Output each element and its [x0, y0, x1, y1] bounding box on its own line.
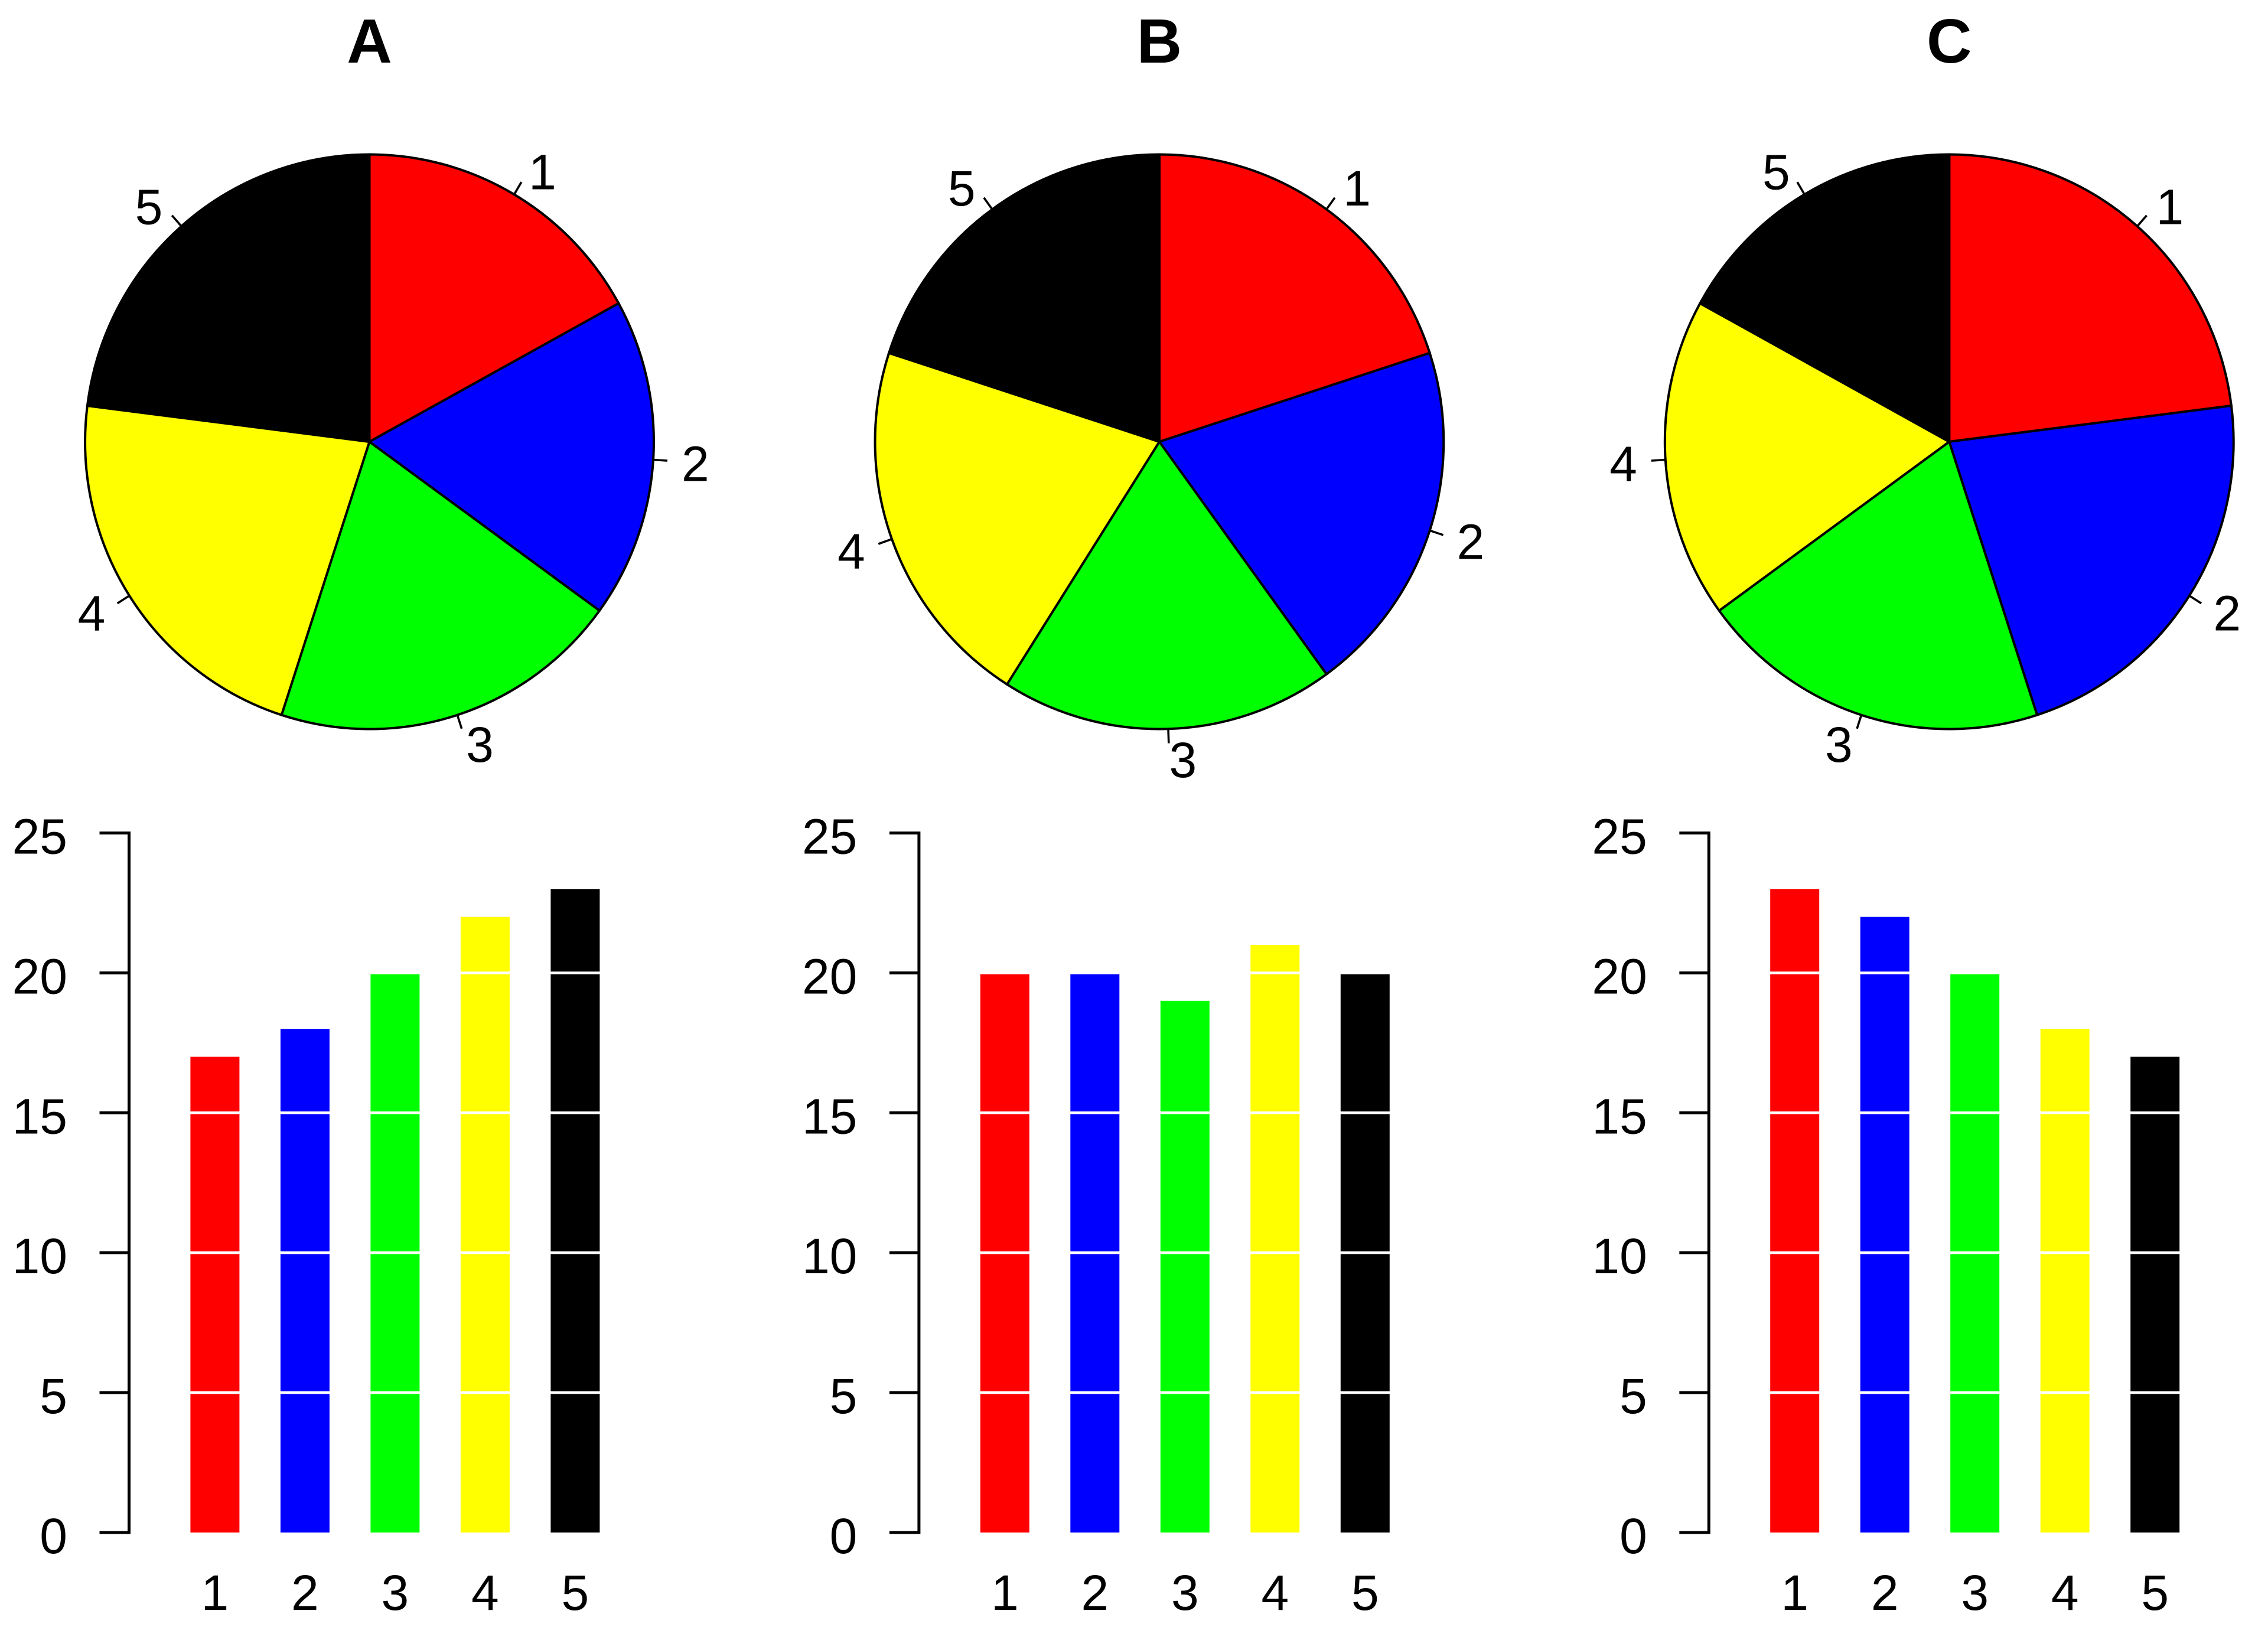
svg-text:1: 1	[2156, 180, 2184, 235]
svg-text:2: 2	[1871, 1565, 1899, 1621]
svg-text:5: 5	[1351, 1565, 1379, 1621]
svg-text:20: 20	[12, 948, 67, 1004]
svg-text:2: 2	[1457, 514, 1485, 569]
svg-text:3: 3	[1169, 732, 1197, 788]
svg-text:25: 25	[802, 809, 857, 865]
svg-text:0: 0	[1619, 1508, 1647, 1564]
svg-text:2: 2	[682, 436, 709, 492]
svg-text:2: 2	[291, 1565, 319, 1621]
svg-text:1: 1	[991, 1565, 1019, 1621]
svg-text:5: 5	[1762, 144, 1790, 200]
svg-text:1: 1	[201, 1565, 229, 1621]
svg-text:5: 5	[135, 180, 163, 235]
svg-text:0: 0	[830, 1508, 858, 1564]
svg-text:4: 4	[2051, 1565, 2079, 1621]
svg-text:3: 3	[1171, 1565, 1199, 1621]
svg-text:0: 0	[40, 1508, 67, 1564]
svg-text:1: 1	[529, 144, 556, 200]
svg-text:4: 4	[471, 1565, 499, 1621]
svg-text:5: 5	[562, 1565, 589, 1621]
svg-text:3: 3	[382, 1565, 409, 1621]
svg-text:10: 10	[802, 1228, 857, 1284]
svg-text:5: 5	[40, 1368, 67, 1424]
svg-text:A: A	[347, 6, 392, 76]
svg-text:5: 5	[2141, 1565, 2169, 1621]
svg-text:15: 15	[12, 1088, 67, 1144]
svg-text:20: 20	[802, 948, 857, 1004]
svg-text:B: B	[1137, 6, 1182, 76]
svg-text:3: 3	[466, 717, 494, 772]
svg-text:5: 5	[948, 161, 976, 216]
svg-text:10: 10	[12, 1228, 67, 1284]
svg-text:3: 3	[1825, 717, 1853, 772]
svg-text:1: 1	[1781, 1565, 1808, 1621]
svg-text:5: 5	[1619, 1368, 1647, 1424]
svg-text:10: 10	[1592, 1228, 1647, 1284]
svg-text:5: 5	[830, 1368, 858, 1424]
svg-text:4: 4	[1609, 436, 1637, 492]
svg-text:15: 15	[802, 1088, 857, 1144]
svg-text:2: 2	[1081, 1565, 1109, 1621]
svg-text:15: 15	[1592, 1088, 1647, 1144]
svg-text:25: 25	[1592, 809, 1647, 865]
svg-text:20: 20	[1592, 948, 1647, 1004]
svg-text:4: 4	[838, 523, 865, 579]
svg-text:1: 1	[1343, 161, 1371, 216]
svg-text:4: 4	[78, 586, 106, 641]
svg-text:C: C	[1927, 6, 1972, 76]
svg-text:4: 4	[1261, 1565, 1289, 1621]
svg-text:3: 3	[1961, 1565, 1989, 1621]
svg-text:25: 25	[12, 809, 67, 865]
svg-text:2: 2	[2213, 586, 2241, 641]
